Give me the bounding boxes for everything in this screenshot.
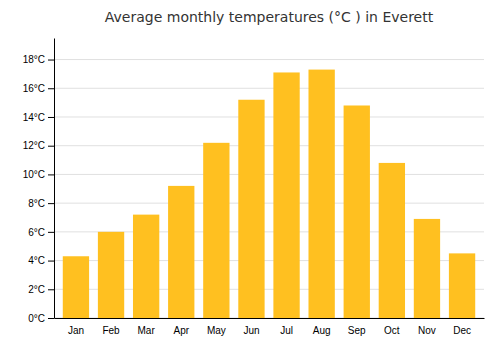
y-tick-mark [48, 289, 54, 290]
x-tick: Jun [243, 325, 259, 336]
y-tick-label: 10°C [23, 169, 45, 180]
grid-line [54, 145, 484, 146]
x-tick-label: Jun [243, 325, 259, 336]
y-tick: 8°C [28, 198, 54, 209]
axis-line [55, 318, 485, 319]
y-tick-label: 14°C [23, 112, 45, 123]
y-tick-label: 18°C [23, 54, 45, 65]
bar [98, 232, 124, 318]
y-tick: 18°C [23, 54, 54, 65]
y-tick-mark [48, 88, 54, 89]
x-tick: Apr [173, 325, 189, 336]
x-tick-label: Aug [313, 325, 331, 336]
x-tick: Oct [384, 325, 400, 336]
x-tick-label: Feb [102, 325, 120, 336]
x-tick: Nov [418, 325, 436, 336]
y-axis: 0°C 2°C 4°C 6°C 8°C 10°C 12°C 14°C 16°C 18°C [23, 39, 55, 324]
y-tick-mark [48, 174, 54, 175]
x-tick: Jul [280, 325, 293, 336]
x-tick-label: Nov [418, 325, 436, 336]
y-tick: 12°C [23, 140, 54, 151]
chart: Jan Feb Mar Apr May Jun Jul Aug Sep Oct Nov Dec 0°C 2… [0, 0, 500, 350]
title: Average monthly temperatures (°C ) in Ev… [105, 9, 434, 25]
y-tick: 2°C [28, 284, 54, 295]
bar [238, 100, 264, 318]
grid-line [54, 59, 484, 60]
y-tick-mark [48, 117, 54, 118]
x-tick: Mar [138, 325, 156, 336]
y-tick: 0°C [28, 313, 54, 324]
bar [308, 70, 334, 318]
x-tick-label: Oct [384, 325, 400, 336]
y-tick-mark [48, 232, 54, 233]
grid-line [54, 203, 484, 204]
y-tick-mark [48, 318, 54, 319]
y-tick: 6°C [28, 227, 54, 238]
bar [379, 163, 405, 318]
y-tick-label: 0°C [28, 313, 45, 324]
x-tick: Dec [453, 325, 471, 336]
x-tick: Sep [348, 325, 366, 336]
plot-area [63, 70, 475, 318]
bar [449, 253, 475, 318]
y-tick-label: 16°C [23, 83, 45, 94]
x-tick-label: Dec [453, 325, 471, 336]
y-tick-mark [48, 261, 54, 262]
x-tick: Feb [102, 325, 120, 336]
x-tick-label: Jan [68, 325, 84, 336]
axis-line [54, 39, 55, 319]
x-tick-label: Apr [173, 325, 189, 336]
grid-line [54, 174, 484, 175]
y-tick: 14°C [23, 112, 54, 123]
y-tick-label: 4°C [28, 255, 45, 266]
x-tick-label: Jul [280, 325, 293, 336]
x-tick: Aug [313, 325, 331, 336]
bar [273, 72, 299, 318]
grid-line [54, 88, 484, 89]
y-tick-label: 6°C [28, 227, 45, 238]
bar [63, 256, 89, 318]
bar [203, 143, 229, 318]
y-tick-mark [48, 203, 54, 204]
bar [414, 219, 440, 318]
y-tick-label: 8°C [28, 198, 45, 209]
y-tick: 4°C [28, 255, 54, 266]
y-tick-mark [48, 146, 54, 147]
x-tick: Jan [68, 325, 84, 336]
y-tick: 16°C [23, 83, 54, 94]
bar [344, 105, 370, 318]
y-tick-label: 2°C [28, 284, 45, 295]
x-tick-label: Mar [138, 325, 156, 336]
y-tick-mark [48, 60, 54, 61]
bar [133, 215, 159, 318]
bar [168, 186, 194, 318]
x-tick-label: Sep [348, 325, 366, 336]
grid [54, 60, 484, 318]
x-tick: May [207, 325, 226, 336]
x-tick-label: May [207, 325, 226, 336]
y-tick-label: 12°C [23, 140, 45, 151]
y-tick: 10°C [23, 169, 54, 180]
x-axis: Jan Feb Mar Apr May Jun Jul Aug Sep Oct Nov Dec [55, 319, 485, 337]
grid-line [54, 116, 484, 117]
